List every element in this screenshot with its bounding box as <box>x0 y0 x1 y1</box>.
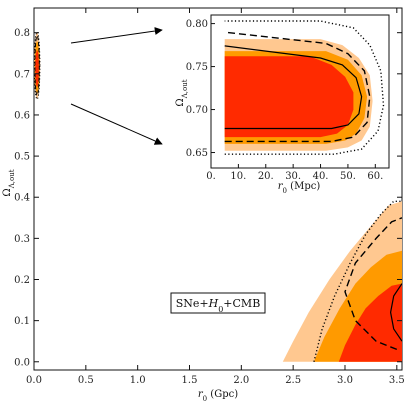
near-zero-dotted-line <box>33 31 41 100</box>
main-x-tick-label: 2.5 <box>285 375 301 386</box>
main-plot-frame <box>33 7 403 371</box>
main-x-axis: 0.0 0.5 1.0 1.5 2.0 2.5 3.0 3.5 <box>26 8 405 386</box>
main-y-tick-label: 0.1 <box>14 316 30 327</box>
inset-y-axis: 0.65 0.70 0.75 0.80 <box>186 19 215 159</box>
inset-x-tick-label: 60. <box>367 171 383 182</box>
near-zero-region-2 <box>35 50 39 87</box>
main-line-dotted <box>313 200 402 362</box>
inset-x-tick-label: 40. <box>313 171 329 182</box>
zoom-arrow-lower <box>70 103 163 145</box>
inset-y-axis-label: ΩΛ,out <box>175 79 189 106</box>
inset-x-tick-label: 0. <box>206 171 216 182</box>
main-line-dashed <box>344 217 403 351</box>
main-x-axis-label: r0 (Gpc) <box>198 389 238 403</box>
inset-y-tick-label: 0.65 <box>186 148 208 159</box>
inset-line-layer <box>224 20 385 155</box>
main-x-tick-label: 3.5 <box>389 375 405 386</box>
main-y-tick-label: 0.3 <box>14 234 30 245</box>
main-x-tick-label: 2.0 <box>233 375 249 386</box>
inset-region-inner <box>224 56 354 138</box>
annotation-box <box>170 292 266 314</box>
main-contour-layer <box>34 32 402 362</box>
inset-y-tick-label: 0.80 <box>186 19 208 30</box>
main-y-tick-label: 0.4 <box>14 193 30 204</box>
inset-contour-layer <box>224 39 373 151</box>
inset-x-tick-label: 30. <box>285 171 301 182</box>
main-y-tick-label: 0.0 <box>14 357 30 368</box>
annotation-label: SNe+H0+CMB <box>176 297 261 314</box>
main-y-axis: 0.0 0.1 0.2 0.3 0.4 0.5 0.6 0.7 0.8 <box>14 28 402 368</box>
main-y-tick-label: 0.6 <box>14 110 30 121</box>
inset-x-tick-label: 50. <box>340 171 356 182</box>
zoom-arrow-upper <box>70 27 163 44</box>
inset-x-axis-label: r0 (Mpc) <box>278 181 321 195</box>
inset-x-tick-label: 20. <box>258 171 274 182</box>
inset-frame <box>210 14 390 169</box>
main-y-tick-label: 0.5 <box>14 152 30 163</box>
inset-y-tick-label: 0.75 <box>186 62 208 73</box>
main-x-tick-label: 0.5 <box>78 375 94 386</box>
inset-line-dashed <box>224 31 371 143</box>
main-y-tick-label: 0.2 <box>14 275 30 286</box>
inset-y-tick-label: 0.70 <box>186 105 208 116</box>
main-line-solid <box>389 283 403 342</box>
inset-line-dotted <box>224 20 385 155</box>
inset-line-solid <box>224 45 363 130</box>
main-y-axis-label: ΩΛ,out <box>2 169 16 196</box>
main-x-tick-label: 3.0 <box>337 375 353 386</box>
main-x-tick-label: 0.0 <box>26 375 42 386</box>
main-y-tick-label: 0.7 <box>14 69 30 80</box>
inset-x-tick-label: 10. <box>230 171 246 182</box>
main-y-tick-label: 0.8 <box>14 28 30 39</box>
main-line-layer <box>33 31 403 362</box>
main-region-inner <box>338 283 402 362</box>
inset-x-axis: 0. 10. 20. 30. 40. 50. 60. <box>206 164 383 182</box>
main-x-tick-label: 1.0 <box>130 375 146 386</box>
main-x-tick-label: 1.5 <box>182 375 198 386</box>
near-zero-dashed-line <box>34 35 40 96</box>
